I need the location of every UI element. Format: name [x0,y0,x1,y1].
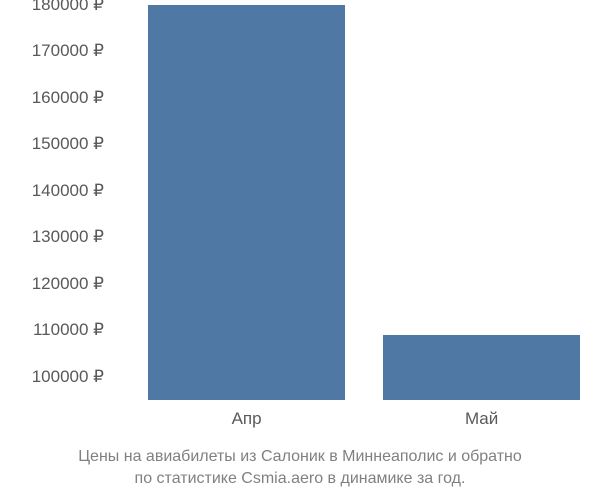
y-tick-label: 110000 ₽ [33,320,104,340]
bar [148,5,345,400]
x-tick-label: Апр [232,409,262,429]
y-tick-label: 170000 ₽ [32,41,104,61]
y-tick-label: 140000 ₽ [32,181,104,201]
x-tick-label: Май [465,409,498,429]
y-tick-label: 130000 ₽ [32,227,104,247]
y-tick-label: 180000 ₽ [32,0,104,15]
x-axis: Апр Май [115,405,585,435]
y-tick-label: 120000 ₽ [32,274,104,294]
plot-area [115,0,585,400]
y-axis: 100000 ₽ 110000 ₽ 120000 ₽ 130000 ₽ 140000 ₽… [0,0,110,400]
y-tick-label: 150000 ₽ [32,134,104,154]
bar [383,335,580,400]
caption-line-2: по статистике Csmia.aero в динамике за г… [135,470,466,487]
caption-line-1: Цены на авиабилеты из Салоник в Миннеапо… [78,448,522,465]
price-bar-chart: 100000 ₽ 110000 ₽ 120000 ₽ 130000 ₽ 140000 ₽… [0,0,600,440]
chart-caption: Цены на авиабилеты из Салоник в Миннеапо… [0,446,600,489]
y-tick-label: 100000 ₽ [32,367,104,387]
y-tick-label: 160000 ₽ [32,88,104,108]
